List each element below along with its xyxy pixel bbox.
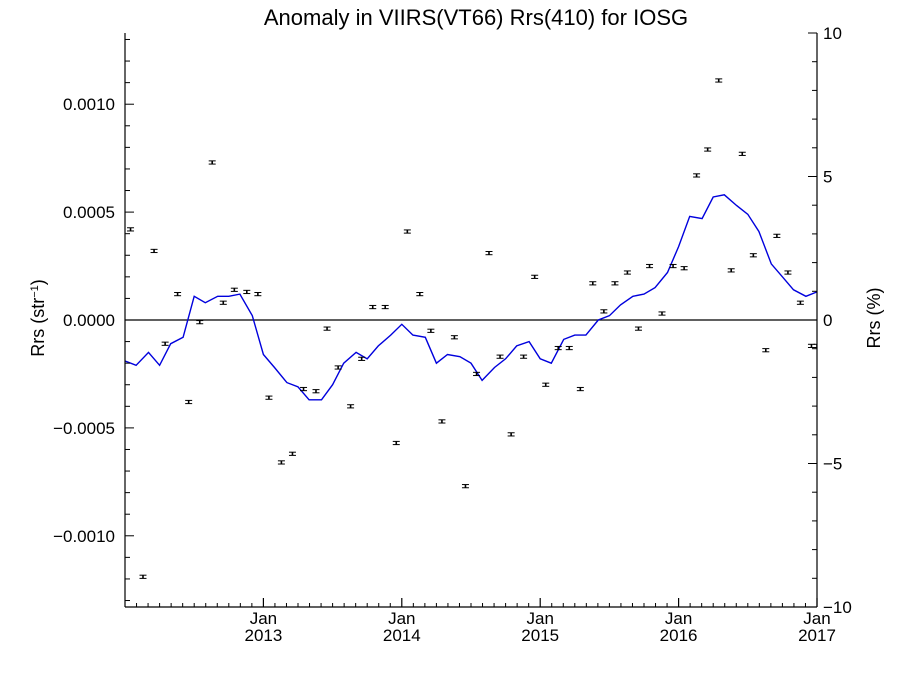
x-tick-label: 2014 — [383, 626, 421, 645]
data-point — [531, 274, 539, 279]
y-axis-label-left-sup: −1 — [29, 285, 41, 298]
axes: Jan2013Jan2014Jan2015Jan2016Jan20170.001… — [53, 24, 852, 645]
y-left-tick-label: 0.0000 — [63, 311, 115, 330]
data-point — [485, 251, 493, 256]
data-point — [611, 281, 619, 286]
data-point — [347, 404, 355, 409]
data-point — [139, 574, 147, 579]
data-point — [773, 233, 781, 238]
data-point — [438, 419, 446, 424]
data-point — [208, 160, 216, 165]
data-point — [288, 451, 296, 456]
data-point — [542, 382, 550, 387]
data-point — [219, 300, 227, 305]
data-point — [576, 386, 584, 392]
data-point — [334, 365, 342, 370]
data-point — [749, 253, 757, 258]
y-axis-label-left: Rrs (str−1) — [28, 279, 48, 357]
y-right-tick-label: 10 — [823, 24, 842, 43]
data-point — [520, 354, 528, 359]
y-right-tick-label: 0 — [823, 311, 832, 330]
data-point — [277, 460, 285, 465]
data-point — [669, 263, 677, 269]
data-point — [554, 345, 562, 351]
data-point — [174, 292, 182, 297]
data-point — [358, 356, 366, 361]
data-point — [323, 326, 331, 331]
data-point — [369, 304, 377, 310]
x-tick-label: Jan — [665, 609, 692, 628]
y-left-tick-label: 0.0005 — [63, 203, 115, 222]
data-point — [680, 266, 688, 271]
data-point — [762, 348, 770, 353]
data-point — [796, 300, 804, 305]
data-point — [300, 386, 308, 392]
x-tick-label: 2017 — [798, 626, 836, 645]
data-point — [185, 399, 193, 405]
data-point — [589, 281, 597, 286]
data-point — [738, 151, 746, 156]
y-left-tick-label: −0.0010 — [53, 527, 115, 546]
x-tick-label: Jan — [803, 609, 830, 628]
data-point — [727, 268, 735, 273]
data-point — [403, 229, 411, 234]
data-point — [243, 289, 251, 295]
data-point — [381, 304, 389, 310]
data-point — [150, 248, 158, 254]
y-right-tick-label: −10 — [823, 598, 852, 617]
data-point — [634, 326, 642, 331]
data-point — [715, 78, 723, 83]
x-tick-label: Jan — [250, 609, 277, 628]
plot-area — [125, 78, 817, 579]
data-point — [461, 484, 469, 489]
data-point — [161, 341, 169, 346]
x-tick-label: 2015 — [521, 626, 559, 645]
data-point — [496, 354, 504, 359]
y-axis-label-right: Rrs (%) — [864, 288, 884, 349]
chart-title: Anomaly in VIIRS(VT66) Rrs(410) for IOSG — [264, 5, 688, 30]
data-point — [658, 311, 666, 316]
x-tick-label: Jan — [388, 609, 415, 628]
data-point — [450, 335, 458, 340]
data-point — [623, 270, 631, 275]
smoothed-line — [125, 194, 817, 401]
data-point — [254, 292, 262, 297]
x-tick-label: 2016 — [660, 626, 698, 645]
data-point — [427, 328, 435, 333]
data-point — [196, 320, 204, 325]
data-point — [230, 287, 238, 292]
data-point — [392, 440, 400, 446]
data-point — [127, 227, 135, 232]
data-point — [704, 147, 712, 152]
y-axis-label-left-main: Rrs (str — [28, 298, 48, 357]
x-tick-label: Jan — [526, 609, 553, 628]
data-point — [312, 389, 320, 394]
plot-content — [125, 78, 817, 579]
x-tick-label: 2013 — [244, 626, 282, 645]
data-point — [693, 173, 701, 178]
y-left-tick-label: 0.0010 — [63, 95, 115, 114]
data-point — [646, 263, 654, 269]
data-point — [784, 270, 792, 275]
y-right-tick-label: −5 — [823, 455, 842, 474]
data-point — [265, 395, 273, 400]
data-point — [473, 371, 481, 377]
data-point — [600, 309, 608, 314]
data-point — [565, 345, 573, 351]
data-point — [813, 343, 817, 348]
y-right-tick-label: 5 — [823, 168, 832, 187]
data-point — [416, 292, 424, 297]
data-point — [507, 432, 515, 437]
y-left-tick-label: −0.0005 — [53, 419, 115, 438]
y-axis-label-left-close: ) — [28, 279, 48, 285]
